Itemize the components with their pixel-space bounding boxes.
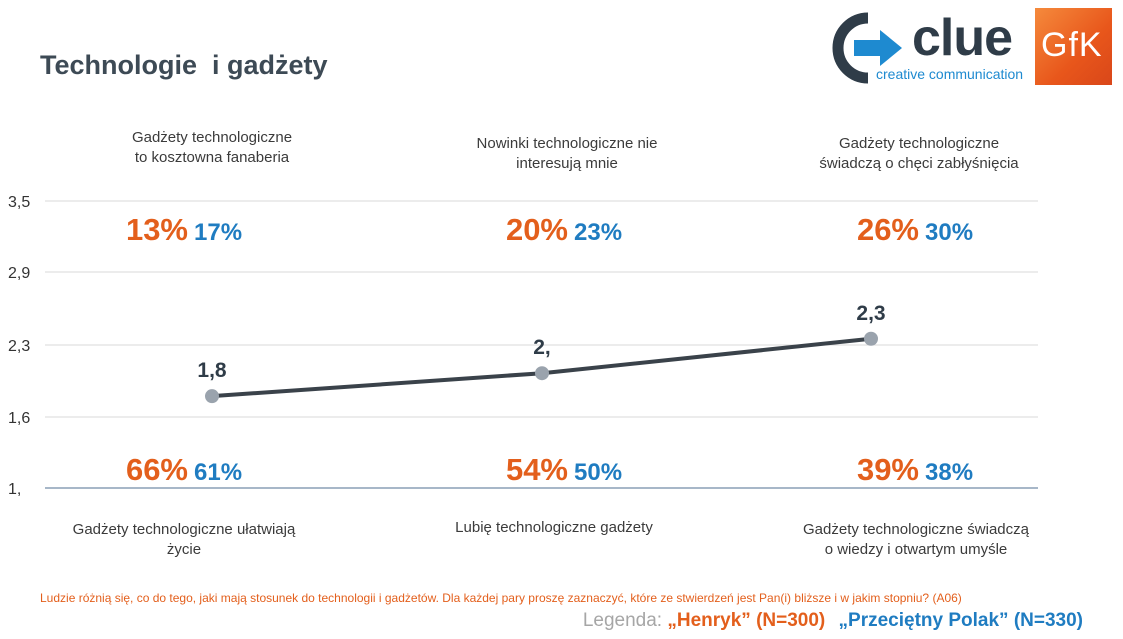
percent-top-2: 20% 23% [506,212,622,248]
clue-arrow-icon [832,12,902,84]
percent-top-1: 13% 17% [126,212,242,248]
question-footnote: Ludzie różnią się, co do tego, jaki mają… [40,591,962,605]
percent-polak: 17% [194,219,243,246]
data-label: 1,8 [197,359,227,382]
y-tick-label: 3,5 [8,194,30,211]
statement-top-2: Nowinki technologiczne nie interesują mn… [476,135,658,172]
gfk-logo: GfK [1035,8,1112,85]
legend-polak: „Przeciętny Polak” (N=330) [838,610,1083,631]
statement-bottom-2: Lubię technologiczne gadżety [455,519,653,536]
y-tick-label: 2,9 [8,265,30,282]
percent-bottom-3: 39% 38% [857,452,973,488]
clue-tagline: creative communication [876,66,1024,82]
legend-label: Legenda: [582,610,663,631]
page-title: Technologie i gadżety [40,50,328,80]
percent-top-3: 26% 30% [857,212,973,248]
percent-polak: 23% [574,219,623,246]
data-point [864,331,878,346]
y-tick-label: 1, [8,481,21,498]
y-axis-ticks: 3,5 2,9 2,3 1,6 1, [8,194,30,498]
percent-polak: 30% [925,219,974,246]
percent-polak: 38% [925,459,974,486]
percent-henryk: 54% [505,452,568,487]
data-label: 2, [533,336,551,359]
legend-henryk: „Henryk” (N=300) [667,610,826,631]
percent-henryk: 26% [856,212,919,247]
gfk-wordmark: GfK [1041,26,1103,64]
statement-bottom-1: Gadżety technologiczne ułatwiają życie [72,521,296,558]
y-tick-label: 1,6 [8,410,30,427]
series-data-labels: 1,8 2, 2,3 [197,302,885,382]
percent-henryk: 20% [505,212,568,247]
statement-top-1: Gadżety technologiczne to kosztowna fana… [131,129,293,166]
statement-top-3: Gadżety technologiczne świadczą o chęci … [819,135,1019,172]
percent-bottom-2: 54% 50% [506,452,622,488]
percent-henryk: 66% [125,452,188,487]
chart-grid [45,200,1038,489]
data-point [535,366,549,381]
series-points [205,331,878,404]
legend: Legenda: „Henryk” (N=300) „Przeciętny Po… [583,610,1083,632]
statement-bottom-3: Gadżety technologiczne świadczą o wiedzy… [803,521,1029,558]
data-label: 2,3 [856,302,885,325]
clue-logo: clue creative communication [824,8,1024,88]
clue-wordmark: clue [912,9,1013,67]
percent-polak: 61% [194,459,243,486]
data-point [205,389,219,404]
percent-bottom-1: 66% 61% [126,452,242,488]
percent-henryk: 39% [856,452,919,487]
percent-henryk: 13% [125,212,188,247]
percent-polak: 50% [574,459,623,486]
y-tick-label: 2,3 [8,338,30,355]
